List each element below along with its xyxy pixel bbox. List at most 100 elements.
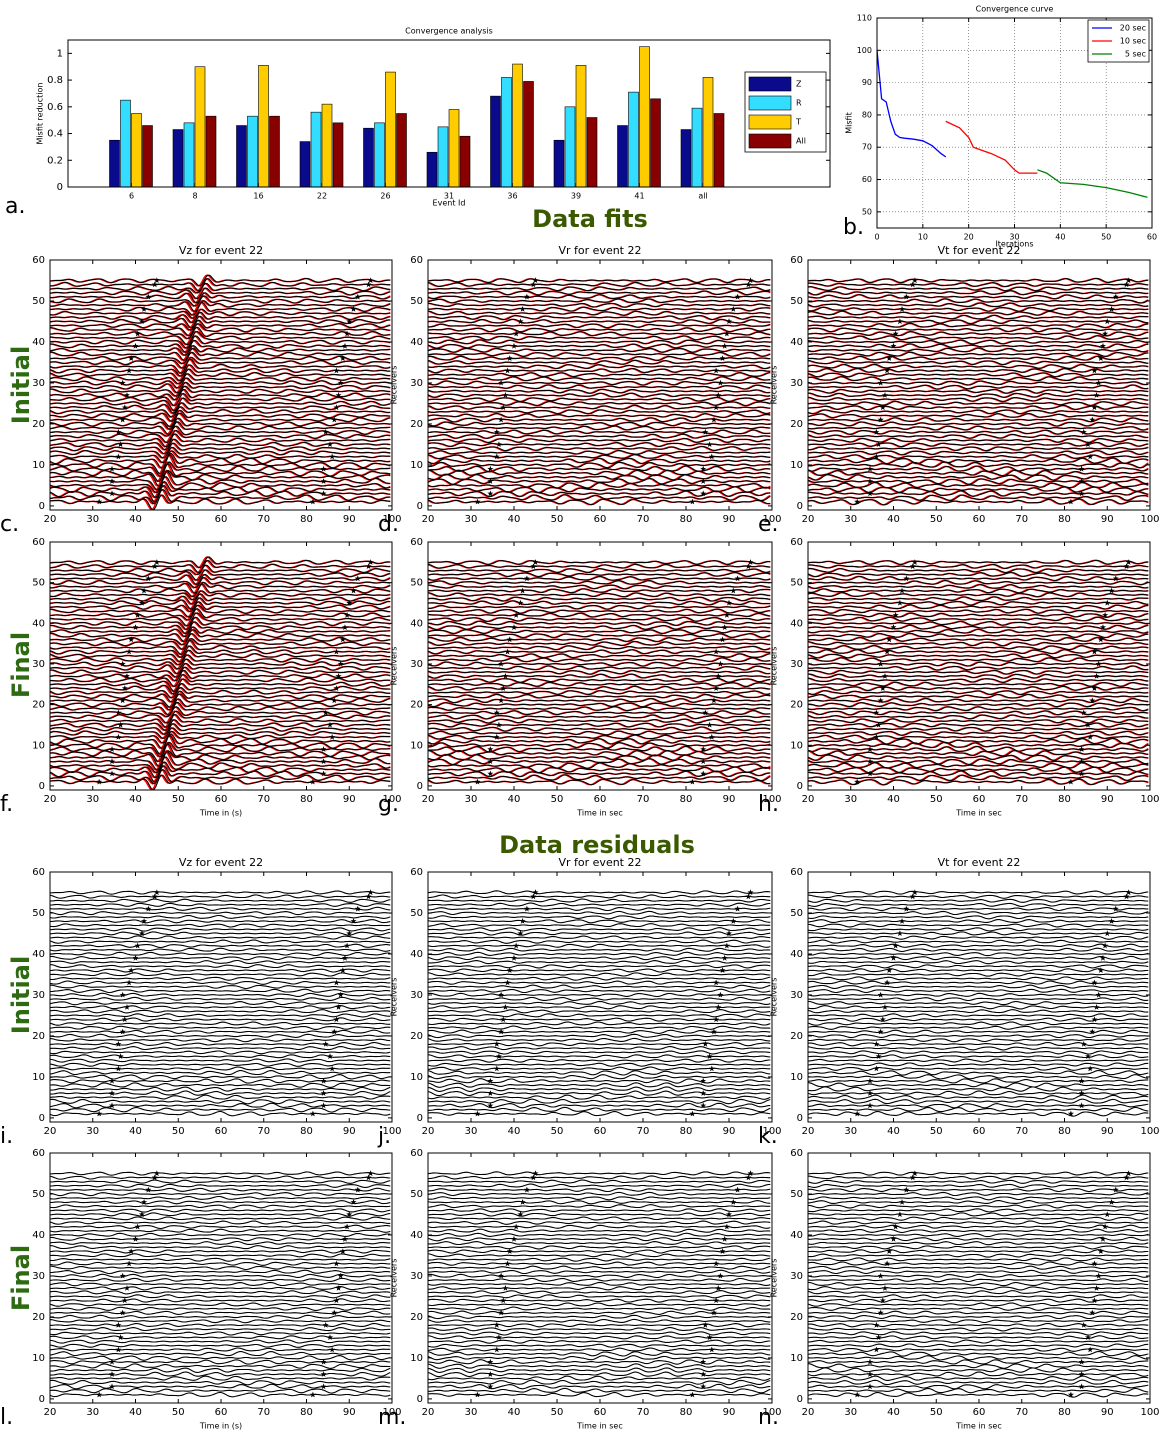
trace (50, 299, 391, 313)
pick-marker (723, 612, 730, 618)
pick-marker (1123, 281, 1130, 288)
bar (501, 77, 512, 188)
pick-marker (128, 967, 135, 973)
pick-marker (1091, 404, 1098, 411)
trace (50, 597, 391, 610)
y-tick-label: 50 (32, 296, 45, 307)
y-tick-label: 20 (410, 700, 423, 711)
x-tick-label: 80 (300, 1407, 313, 1418)
pick-marker (504, 1260, 511, 1267)
y-axis-label: Misfit (845, 112, 854, 133)
plot-frame (427, 541, 773, 791)
y-tick-label: 60 (410, 867, 423, 878)
x-tick-label: 60 (215, 794, 228, 805)
trace (50, 311, 391, 324)
pick-marker (896, 930, 903, 937)
trace (808, 620, 1149, 626)
pick-marker (335, 673, 342, 679)
y-tick-label: 0 (797, 1113, 803, 1124)
chart-title: Vz for event 22 (179, 244, 263, 257)
x-tick-label: 90 (723, 1407, 736, 1418)
x-tick-label: 70 (257, 794, 270, 805)
trace (50, 1183, 391, 1188)
x-tick-label: 60 (215, 1126, 228, 1137)
y-tick-label: 0 (417, 501, 423, 512)
pick-marker (713, 648, 720, 655)
pick-marker (115, 1040, 122, 1047)
pick-marker (1078, 746, 1085, 752)
trace (50, 425, 391, 437)
x-tick-label: 90 (1101, 1407, 1114, 1418)
bar (321, 103, 333, 188)
pick-marker (493, 709, 500, 716)
trace (428, 722, 771, 728)
trace (428, 1033, 771, 1039)
pick-marker (108, 1358, 115, 1365)
pick-marker (487, 1358, 494, 1365)
trace (808, 339, 1149, 345)
trace (428, 907, 771, 912)
trace (808, 1098, 1149, 1105)
pick-marker (329, 733, 336, 740)
pick-marker (322, 709, 329, 716)
trace (808, 669, 1149, 675)
trace (428, 1331, 771, 1336)
legend-swatch (748, 76, 792, 92)
trace (428, 331, 771, 337)
pick-marker (327, 1053, 334, 1059)
trace (808, 481, 1149, 489)
x-tick-label: 80 (680, 794, 693, 805)
trace (808, 400, 1149, 407)
bar (120, 99, 131, 188)
trace (808, 992, 1149, 997)
trace (428, 339, 771, 345)
trace (808, 894, 1149, 899)
trace (428, 490, 771, 498)
trace (428, 413, 771, 419)
trace (50, 1058, 391, 1063)
trace (428, 956, 771, 961)
trace (428, 1179, 771, 1184)
trace (808, 441, 1149, 448)
trace (808, 277, 1149, 284)
pick-marker (138, 930, 145, 937)
trace (428, 376, 771, 382)
y-tick-label: 30 (410, 1271, 423, 1282)
trace (808, 673, 1149, 679)
pick-marker (899, 306, 906, 312)
trace (50, 476, 391, 494)
y-axis-label: Misfit reduction (36, 83, 45, 145)
pick-marker (909, 563, 916, 569)
trace (50, 607, 391, 621)
pick-marker (329, 1346, 336, 1353)
trace (808, 588, 1149, 594)
trace (50, 976, 391, 981)
pick-marker (354, 1186, 361, 1193)
legend-label: T (795, 118, 801, 127)
pick-marker (877, 1309, 884, 1316)
trace (808, 494, 1149, 501)
trace (808, 653, 1149, 659)
trace (808, 461, 1149, 469)
trace (50, 1294, 391, 1299)
pick-marker (708, 1065, 715, 1072)
pick-marker (354, 293, 361, 300)
pick-marker (493, 453, 500, 460)
trace (50, 1379, 391, 1386)
trace (428, 486, 771, 494)
trace (808, 685, 1149, 692)
trace (428, 620, 771, 626)
pick-marker (333, 648, 340, 655)
pick-marker (327, 1334, 334, 1340)
trace (50, 1371, 391, 1377)
trace (808, 592, 1149, 598)
trace (428, 980, 771, 985)
trace (50, 734, 391, 755)
trace (50, 1005, 391, 1010)
pick-marker (126, 648, 133, 655)
pick-marker (1078, 1371, 1085, 1377)
trace (428, 1232, 771, 1237)
trace (808, 1058, 1149, 1063)
y-axis-label: Receivers (770, 978, 779, 1017)
trace (50, 658, 391, 670)
